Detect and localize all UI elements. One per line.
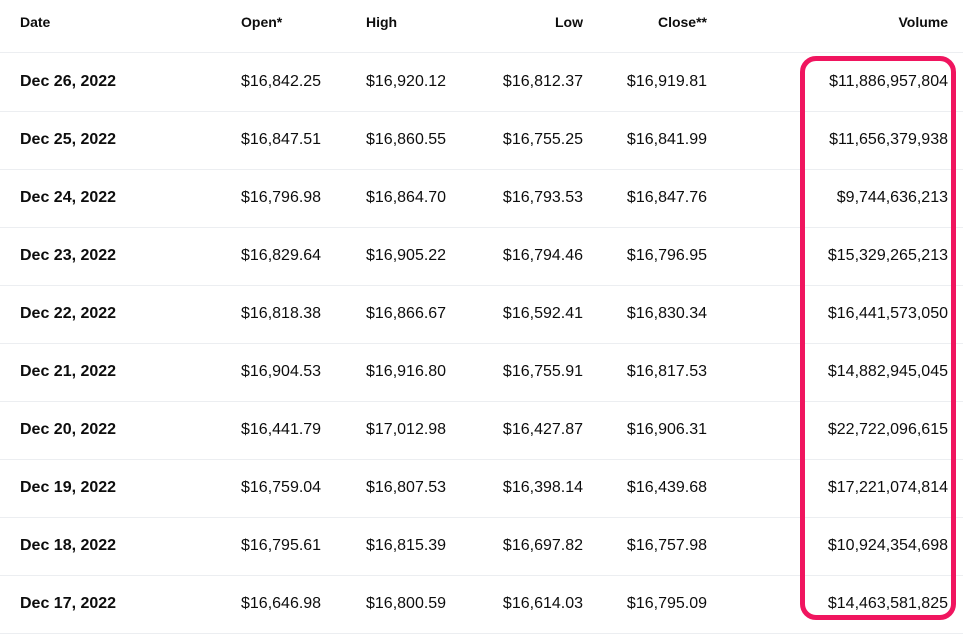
cell-volume: $14,463,581,825 — [827, 595, 948, 612]
cell-low: $16,793.53 — [502, 189, 583, 206]
header-close[interactable]: Close** — [657, 14, 707, 30]
cell-close: $16,795.09 — [626, 595, 707, 612]
cell-low: $16,614.03 — [502, 595, 583, 612]
cell-date: Dec 17, 2022 — [20, 595, 117, 612]
cell-open: $16,646.98 — [241, 595, 322, 612]
cell-volume: $15,329,265,213 — [827, 247, 948, 264]
cell-high: $16,815.39 — [366, 537, 447, 554]
cell-date: Dec 22, 2022 — [20, 305, 117, 322]
cell-high: $17,012.98 — [366, 421, 447, 438]
cell-volume: $10,924,354,698 — [827, 537, 948, 554]
cell-close: $16,796.95 — [626, 247, 707, 264]
cell-low: $16,755.25 — [502, 131, 583, 148]
header-open[interactable]: Open* — [241, 14, 283, 30]
cell-open: $16,759.04 — [241, 479, 322, 496]
cell-close: $16,906.31 — [626, 421, 707, 438]
table-row: Dec 19, 2022 $16,759.04 $16,807.53 $16,398.… — [0, 459, 963, 518]
cell-low: $16,427.87 — [502, 421, 583, 438]
cell-close: $16,439.68 — [626, 479, 707, 496]
cell-open: $16,796.98 — [241, 189, 322, 206]
cell-date: Dec 19, 2022 — [20, 479, 117, 496]
cell-open: $16,818.38 — [241, 305, 322, 322]
cell-close: $16,757.98 — [626, 537, 707, 554]
cell-volume: $16,441,573,050 — [827, 305, 948, 322]
table-row: Dec 20, 2022 $16,441.79 $17,012.98 $16,427.… — [0, 401, 963, 460]
cell-low: $16,697.82 — [502, 537, 583, 554]
cell-high: $16,905.22 — [366, 247, 447, 264]
cell-low: $16,755.91 — [502, 363, 583, 380]
table-row: Dec 24, 2022 $16,796.98 $16,864.70 $16,793.… — [0, 169, 963, 228]
table-row: Dec 22, 2022 $16,818.38 $16,866.67 $16,592.… — [0, 285, 963, 344]
cell-high: $16,916.80 — [366, 363, 447, 380]
table-row: Dec 26, 2022 $16,842.25 $16,920.12 $16,812.… — [0, 53, 963, 112]
cell-high: $16,864.70 — [366, 189, 447, 206]
cell-close: $16,817.53 — [626, 363, 707, 380]
cell-volume: $17,221,074,814 — [827, 479, 948, 496]
cell-open: $16,842.25 — [241, 73, 322, 90]
cell-high: $16,860.55 — [366, 131, 447, 148]
cell-date: Dec 25, 2022 — [20, 131, 117, 148]
cell-date: Dec 18, 2022 — [20, 537, 117, 554]
cell-volume: $11,656,379,938 — [829, 131, 948, 148]
cell-close: $16,830.34 — [626, 305, 707, 322]
cell-low: $16,592.41 — [502, 305, 583, 322]
cell-date: Dec 23, 2022 — [20, 247, 117, 264]
cell-high: $16,920.12 — [366, 73, 447, 90]
cell-high: $16,800.59 — [366, 595, 447, 612]
header-low[interactable]: Low — [555, 14, 583, 30]
header-high[interactable]: High — [366, 14, 398, 30]
cell-date: Dec 26, 2022 — [20, 73, 117, 90]
table-header-row: Date Open* High Low Close** Volume — [0, 0, 963, 53]
cell-low: $16,794.46 — [502, 247, 583, 264]
table-row: Dec 25, 2022 $16,847.51 $16,860.55 $16,755.… — [0, 111, 963, 170]
cell-close: $16,919.81 — [626, 73, 707, 90]
cell-close: $16,841.99 — [626, 131, 707, 148]
cell-open: $16,829.64 — [241, 247, 322, 264]
cell-low: $16,398.14 — [502, 479, 583, 496]
cell-date: Dec 24, 2022 — [20, 189, 117, 206]
cell-date: Dec 20, 2022 — [20, 421, 117, 438]
table-row: Dec 18, 2022 $16,795.61 $16,815.39 $16,697.… — [0, 517, 963, 576]
cell-open: $16,441.79 — [241, 421, 322, 438]
cell-open: $16,904.53 — [241, 363, 322, 380]
cell-high: $16,866.67 — [366, 305, 447, 322]
table-row: Dec 17, 2022 $16,646.98 $16,800.59 $16,614.… — [0, 575, 963, 634]
header-volume[interactable]: Volume — [898, 14, 948, 30]
cell-high: $16,807.53 — [366, 479, 447, 496]
cell-date: Dec 21, 2022 — [20, 363, 117, 380]
cell-volume: $22,722,096,615 — [827, 421, 948, 438]
cell-open: $16,795.61 — [241, 537, 322, 554]
cell-close: $16,847.76 — [626, 189, 707, 206]
cell-open: $16,847.51 — [241, 131, 322, 148]
cell-low: $16,812.37 — [502, 73, 583, 90]
cell-volume: $9,744,636,213 — [836, 189, 948, 206]
cell-volume: $11,886,957,804 — [829, 73, 948, 90]
header-date[interactable]: Date — [20, 14, 51, 30]
table-row: Dec 21, 2022 $16,904.53 $16,916.80 $16,755.… — [0, 343, 963, 402]
table-row: Dec 23, 2022 $16,829.64 $16,905.22 $16,794.… — [0, 227, 963, 286]
cell-volume: $14,882,945,045 — [827, 363, 948, 380]
